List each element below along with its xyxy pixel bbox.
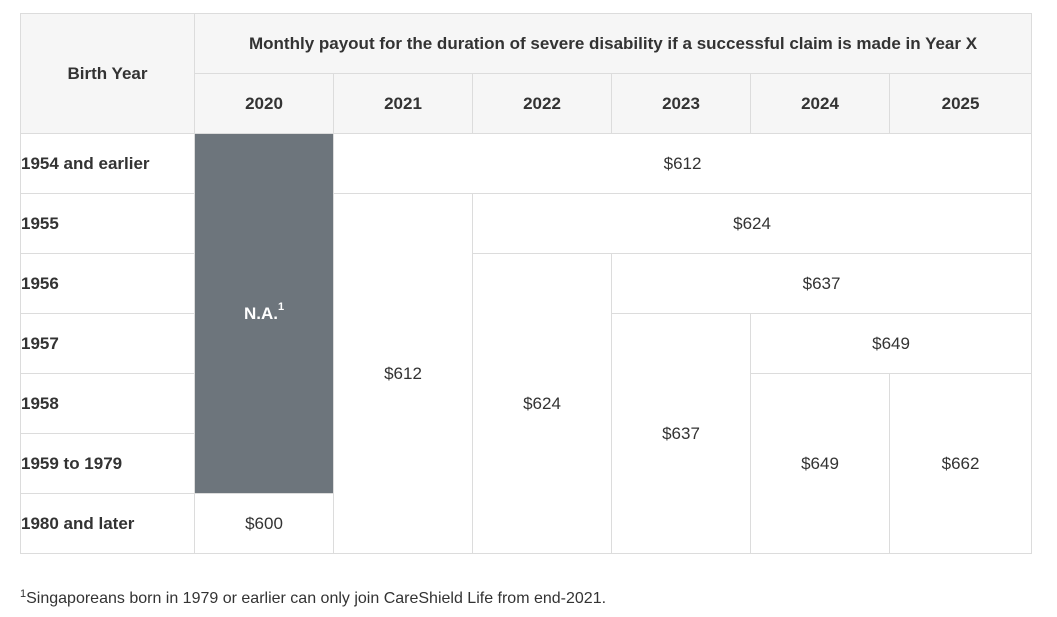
table-row: 1955 $612 $624 [20,193,1033,554]
row-label-1957: 1957 [20,313,195,374]
footnote-text: Singaporeans born in 1979 or earlier can… [26,590,607,607]
payout-cell: $662 [888,373,1033,554]
row-label-1959-1979: 1959 to 1979 [20,433,195,494]
payout-cell: $624 [471,193,1033,254]
payout-cell: $649 [750,373,890,554]
table-row: 1954 and earlier N.A.1 $612 [20,133,1033,494]
table-row: 1957 $637 $649 [20,313,1033,554]
row-label-1958: 1958 [20,373,195,434]
na-text: N.A. [243,303,278,323]
row-label-1956: 1956 [20,253,195,314]
year-header-2020: 2020 [194,73,334,134]
payout-table: Birth Year Monthly payout for the durati… [20,13,1033,554]
footnote: 1Singaporeans born in 1979 or earlier ca… [20,588,607,608]
year-header-2024: 2024 [750,73,890,134]
table-row: 1958 $649 $662 [20,373,1033,554]
year-header-2021: 2021 [333,73,473,134]
year-header-2025: 2025 [888,73,1033,134]
payout-cell: $649 [749,313,1033,374]
payout-cell: $637 [611,313,751,554]
birth-year-header: Birth Year [20,13,195,134]
payout-cell: $600 [194,493,334,554]
row-label-1955: 1955 [20,193,195,254]
year-header-2023: 2023 [611,73,751,134]
na-cell: N.A.1 [194,133,334,494]
payout-cell: $612 [332,133,1033,194]
table-row: 1980 and later $600 [20,493,1032,554]
row-label-1980-later: 1980 and later [20,493,195,554]
payout-cell: $612 [333,193,473,554]
row-label-1954-earlier: 1954 and earlier [20,133,195,194]
na-footnote-marker: 1 [277,300,285,313]
payout-cell: $637 [610,253,1033,314]
table-row: 1959 to 1979 [20,433,1032,494]
footnote-marker: 1 [20,588,27,600]
payout-header: Monthly payout for the duration of sever… [193,13,1033,74]
year-header-2022: 2022 [472,73,612,134]
payout-cell: $624 [472,253,612,554]
table-row: 1956 $624 $637 [20,253,1033,554]
